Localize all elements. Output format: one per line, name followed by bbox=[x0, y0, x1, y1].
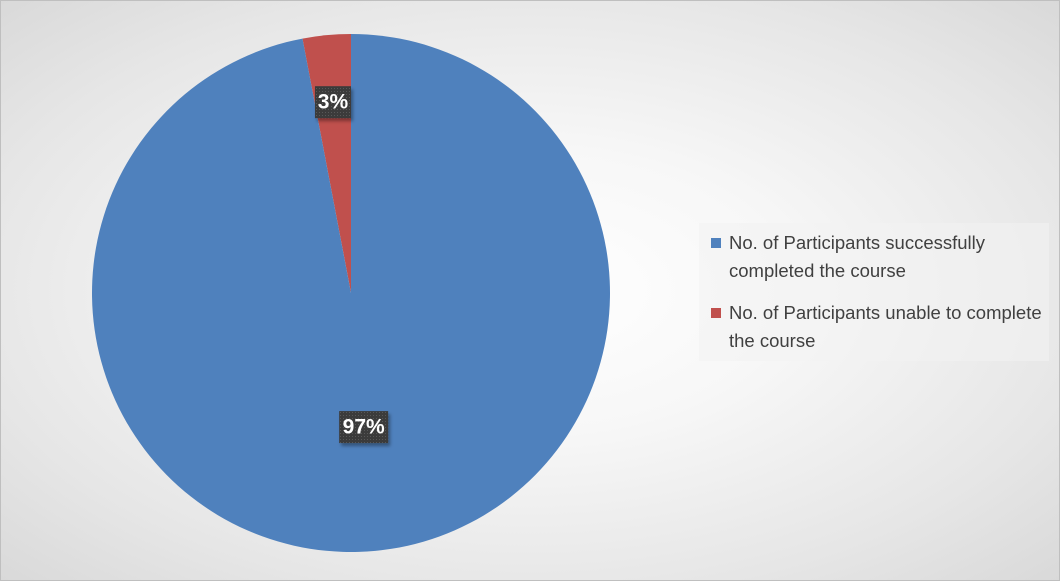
legend: No. of Participants successfully complet… bbox=[699, 223, 1049, 361]
data-label-box bbox=[339, 411, 389, 444]
data-label-text-unable: 3% bbox=[318, 91, 349, 114]
data-label-box bbox=[314, 86, 351, 119]
data-label-text-completed: 97% bbox=[343, 416, 385, 439]
legend-item-unable: No. of Participants unable to complete t… bbox=[699, 299, 1049, 355]
data-label-unable: 3% bbox=[314, 86, 351, 119]
legend-label-completed: No. of Participants successfully complet… bbox=[729, 232, 986, 281]
legend-item-completed: No. of Participants successfully complet… bbox=[699, 229, 1049, 285]
data-label-completed: 97% bbox=[339, 411, 389, 444]
legend-swatch-unable bbox=[711, 308, 721, 318]
legend-label-unable: No. of Participants unable to complete t… bbox=[729, 302, 1042, 351]
pie-slice-completed bbox=[91, 34, 610, 552]
legend-swatch-completed bbox=[711, 238, 721, 248]
